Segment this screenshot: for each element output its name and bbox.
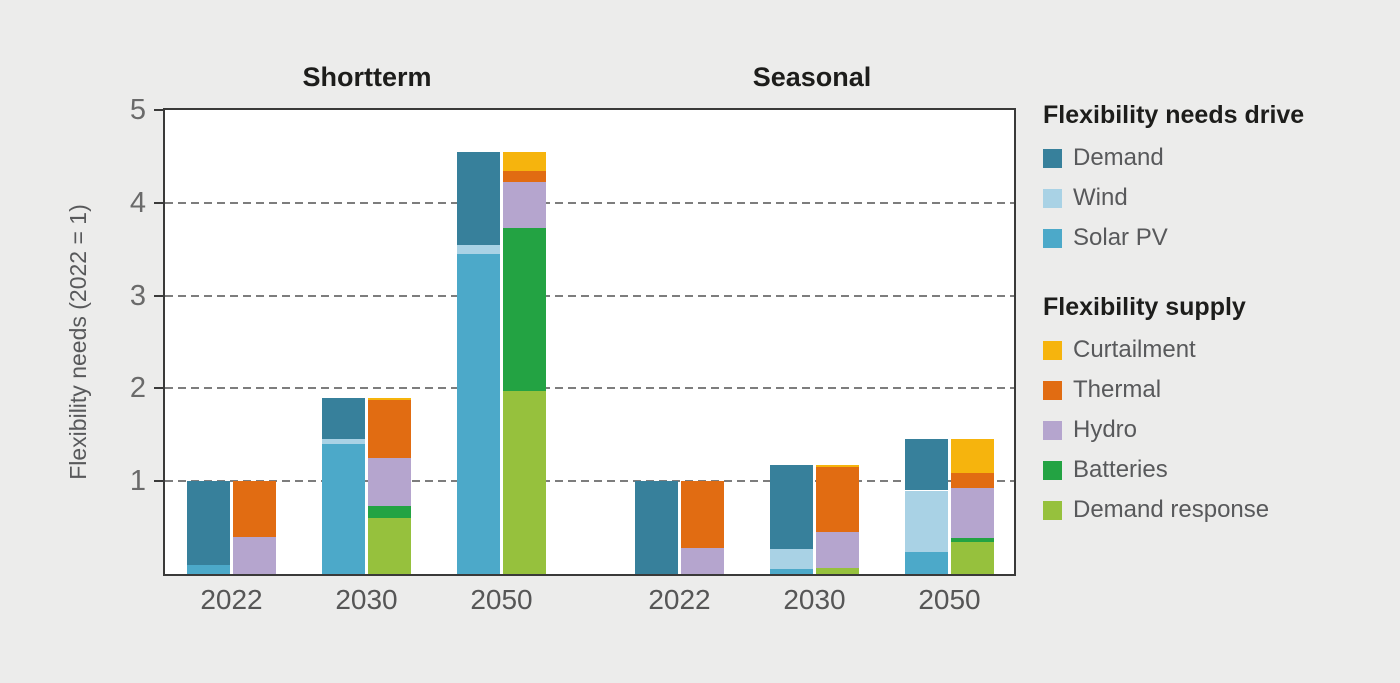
bar-segment-supply-thermal (233, 481, 276, 537)
bar-segment-supply-curtailment (951, 439, 994, 473)
y-tick-label-5: 5 (129, 94, 146, 126)
bar-segment-needs-demand (457, 151, 500, 245)
legend-item-demand: Demand (1043, 138, 1383, 178)
y-axis-tick-4 (154, 201, 163, 204)
legend-item-label: Batteries (1073, 456, 1168, 483)
bar-segment-needs-solar-pv (187, 564, 230, 574)
legend-item-label: Solar PV (1073, 224, 1168, 251)
legend-item-label: Wind (1073, 184, 1128, 211)
bar-segment-supply-demand-response (368, 518, 411, 574)
gridline-4 (165, 201, 1014, 204)
bar-segment-needs-demand (635, 481, 678, 574)
bar-segment-supply-hydro (503, 182, 546, 228)
group-header-seasonal: Seasonal (752, 62, 872, 92)
bar-segment-supply-thermal (503, 171, 546, 183)
legend-supply-items: Curtailment Thermal Hydro Batteries Demand r… (1043, 330, 1383, 530)
bar-segment-needs-wind (905, 490, 948, 552)
x-year-label-shortterm-2050: 2050 (470, 584, 533, 615)
bar-segment-supply-curtailment (503, 151, 546, 172)
bar-segment-supply-demand-response (816, 568, 859, 574)
supply-swatch-icon (1043, 500, 1062, 520)
legend-item-label: Hydro (1073, 416, 1138, 443)
bar-segment-supply-hydro (816, 532, 859, 569)
bar-segment-supply-batteries (951, 537, 994, 542)
legend-item-label: Thermal (1073, 376, 1162, 403)
legend-item-label: Demand (1073, 144, 1164, 171)
bar-segment-supply-batteries (368, 506, 411, 519)
bar-segment-needs-solar-pv (770, 569, 813, 574)
y-axis-title: Flexibility needs (2022 = 1) (65, 204, 91, 480)
legend-item-demand-response: Demand response (1043, 490, 1383, 530)
bar-segment-needs-wind (770, 548, 813, 570)
x-year-label-seasonal-2030: 2030 (783, 584, 846, 615)
bar-segment-supply-thermal (951, 472, 994, 488)
bar-segment-supply-thermal (816, 467, 859, 533)
x-year-label-shortterm-2030: 2030 (335, 584, 398, 615)
bar-segment-needs-solar-pv (457, 253, 500, 574)
needs-swatch-icon (1043, 148, 1062, 168)
bar-segment-supply-hydro (951, 487, 994, 538)
y-tick-label-2: 2 (129, 372, 146, 405)
legend-item-hydro: Hydro (1043, 410, 1383, 450)
bar-segment-needs-demand (905, 439, 948, 491)
y-axis-tick-1 (154, 480, 163, 483)
legend-item-wind: Wind (1043, 178, 1383, 218)
needs-swatch-icon (1043, 188, 1062, 208)
bar-segment-needs-demand (187, 481, 230, 565)
y-tick-label-4: 4 (129, 186, 146, 219)
supply-swatch-icon (1043, 380, 1062, 400)
supply-swatch-icon (1043, 420, 1062, 440)
bar-segment-supply-hydro (368, 458, 411, 507)
y-tick-label-1: 1 (129, 465, 146, 498)
legend-needs-items: Demand Wind Solar PV (1043, 138, 1383, 258)
supply-swatch-icon (1043, 460, 1062, 480)
needs-swatch-icon (1043, 228, 1062, 248)
gridline-1 (165, 480, 1014, 483)
bar-segment-supply-batteries (503, 227, 546, 392)
bar-segment-supply-hydro (233, 536, 276, 574)
bar-segment-needs-wind (322, 439, 365, 445)
legend-item-thermal: Thermal (1043, 370, 1383, 410)
gridline-2 (165, 387, 1014, 390)
legend-item-curtailment: Curtailment (1043, 330, 1383, 370)
y-tick-label-3: 3 (129, 279, 146, 312)
bar-segment-supply-thermal (681, 481, 724, 549)
bar-segment-supply-curtailment (368, 397, 411, 400)
legend-item-batteries: Batteries (1043, 450, 1383, 490)
x-year-label-shortterm-2022: 2022 (200, 584, 263, 615)
legend-title-needs: Flexibility needs drive (1043, 101, 1305, 129)
bar-segment-supply-demand-response (503, 391, 546, 574)
bar-segment-supply-demand-response (951, 541, 994, 574)
x-year-label-seasonal-2050: 2050 (918, 584, 981, 615)
y-axis-tick-2 (154, 387, 163, 390)
bar-segment-supply-curtailment (816, 464, 859, 468)
legend-item-label: Curtailment (1073, 336, 1196, 363)
bar-segment-needs-demand (322, 397, 365, 440)
y-axis-tick-3 (154, 294, 163, 297)
legend-item-label: Demand response (1073, 496, 1270, 523)
bar-segment-needs-solar-pv (905, 551, 948, 574)
legend-item-solar-pv: Solar PV (1043, 218, 1383, 258)
legend-title-supply: Flexibility supply (1043, 293, 1246, 321)
bar-segment-supply-hydro (681, 548, 724, 574)
bar-segment-needs-demand (770, 464, 813, 549)
supply-swatch-icon (1043, 340, 1062, 360)
legend-gap (1043, 258, 1383, 292)
legend: Flexibility needs drive Demand Wind Solar … (1043, 100, 1383, 530)
y-axis-tick-5 (154, 109, 163, 111)
plot-area (154, 108, 1016, 576)
bar-segment-needs-solar-pv (322, 444, 365, 574)
x-year-label-seasonal-2022: 2022 (648, 584, 711, 615)
bar-segment-needs-wind (457, 244, 500, 254)
group-header-shortterm: Shortterm (302, 62, 432, 92)
bar-segment-supply-thermal (368, 399, 411, 458)
gridline-3 (165, 294, 1014, 297)
